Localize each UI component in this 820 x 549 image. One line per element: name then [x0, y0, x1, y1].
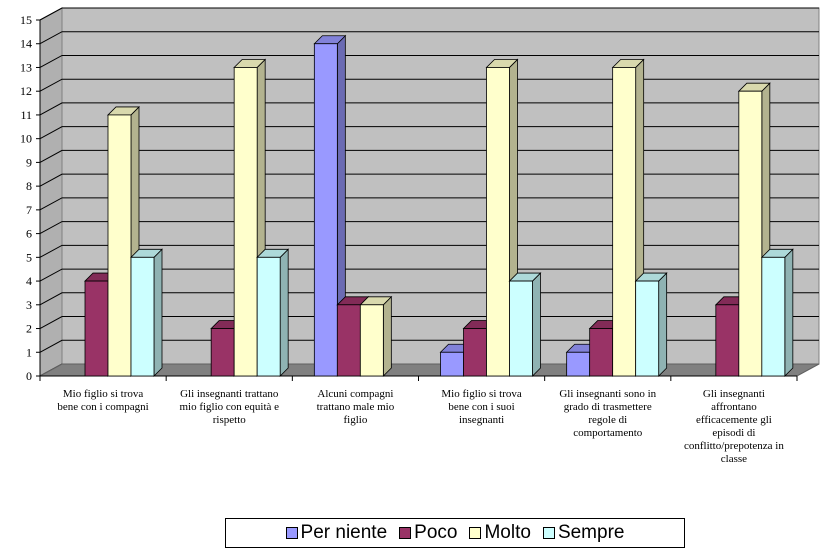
bar — [589, 328, 614, 377]
legend-swatch — [399, 527, 412, 539]
gridline — [39, 78, 819, 92]
legend: Per niente Poco Molto Sempre — [225, 518, 685, 548]
legend-swatch — [542, 527, 555, 539]
bar — [509, 280, 533, 377]
gridline — [39, 7, 819, 21]
x-tick-label: Gli insegnanti — [703, 388, 765, 400]
x-tick-label: figlio — [343, 414, 367, 426]
legend-label: Poco — [414, 522, 458, 543]
y-tick-label: 15 — [20, 13, 32, 27]
bar — [210, 328, 235, 377]
bar — [738, 90, 763, 377]
x-tick-label: bene con i suoi — [448, 401, 514, 413]
x-tick-label: episodi di — [712, 427, 755, 439]
x-tick-label: grado di trasmettere — [564, 401, 652, 413]
y-tick-label: 6 — [26, 227, 32, 241]
bar — [256, 256, 281, 377]
legend-item: Poco — [399, 522, 457, 544]
plot-back-wall — [61, 7, 820, 365]
bar — [336, 304, 361, 377]
x-tick-label: classe — [721, 453, 747, 465]
bar — [715, 304, 740, 377]
x-tick-label: Alcuni compagni — [317, 388, 393, 400]
y-tick-label: 4 — [26, 274, 32, 288]
y-tick-label: 7 — [26, 203, 32, 217]
gridline — [39, 221, 819, 235]
y-tick-label: 13 — [20, 60, 32, 74]
gridline — [39, 173, 819, 187]
bar — [359, 304, 384, 377]
bar — [440, 351, 464, 377]
bar — [84, 280, 109, 377]
bar-side — [153, 248, 163, 377]
y-tick-label: 1 — [26, 345, 32, 359]
x-tick-label: Mio figlio si trova — [63, 388, 143, 400]
legend-swatch — [469, 527, 482, 539]
y-tick-label: 0 — [26, 369, 32, 383]
bar — [233, 67, 258, 377]
plot-side-wall — [39, 7, 63, 377]
bar-side — [279, 248, 289, 377]
y-tick-label: 10 — [20, 132, 32, 146]
gridline — [39, 244, 819, 258]
bar — [130, 256, 155, 377]
y-tick-label: 8 — [26, 179, 32, 193]
y-tick-label: 3 — [26, 298, 32, 312]
x-tick-label: insegnanti — [459, 414, 504, 426]
legend-item: Molto — [469, 522, 531, 544]
bar — [107, 114, 132, 377]
x-tick-label: Gli insegnanti sono in — [559, 388, 656, 400]
gridline — [39, 197, 819, 211]
x-tick-label: trattano male mio — [317, 401, 395, 413]
bar — [313, 43, 338, 377]
y-tick-label: 12 — [20, 84, 32, 98]
gridline — [39, 339, 819, 353]
gridline — [39, 102, 819, 116]
x-tick-label: mio figlio con equità e — [179, 401, 279, 413]
legend-item: Sempre — [542, 522, 625, 544]
bar — [761, 256, 786, 377]
bar — [486, 67, 510, 377]
bar — [635, 280, 660, 377]
x-tick-label: Mio figlio si trova — [441, 388, 521, 400]
legend-label: Sempre — [557, 522, 625, 543]
gridline — [39, 126, 819, 140]
bar-side — [658, 272, 668, 377]
bar-side — [784, 248, 794, 377]
y-tick-label: 14 — [20, 37, 32, 51]
x-tick-label: Gli insegnanti trattano — [180, 388, 279, 400]
x-tick-label: conflitto/prepotenza in — [684, 440, 784, 452]
gridline — [39, 54, 819, 68]
gridline — [39, 149, 819, 163]
bar — [612, 67, 637, 377]
gridline — [39, 292, 819, 306]
gridline — [39, 268, 819, 282]
bar-side — [382, 295, 392, 377]
bar — [463, 328, 487, 377]
bar — [566, 351, 591, 377]
legend-label: Molto — [484, 522, 531, 543]
y-tick-label: 2 — [26, 322, 32, 336]
x-tick-label: bene con i compagni — [57, 401, 148, 413]
legend-item: Per niente — [285, 522, 388, 544]
gridline — [39, 31, 819, 45]
gridline — [39, 316, 819, 329]
x-tick-label: regole di — [588, 414, 627, 426]
y-tick-label: 5 — [26, 250, 32, 264]
x-tick-label: comportamento — [573, 427, 643, 439]
x-tick-label: rispetto — [213, 414, 246, 426]
y-tick-label: 9 — [26, 155, 32, 169]
legend-label: Per niente — [300, 522, 388, 543]
bar-side — [532, 272, 541, 377]
x-tick-label: efficacemente gli — [696, 414, 772, 426]
x-tick-label: affrontano — [711, 401, 757, 413]
legend-swatch — [285, 527, 298, 539]
y-tick-label: 11 — [20, 108, 32, 122]
